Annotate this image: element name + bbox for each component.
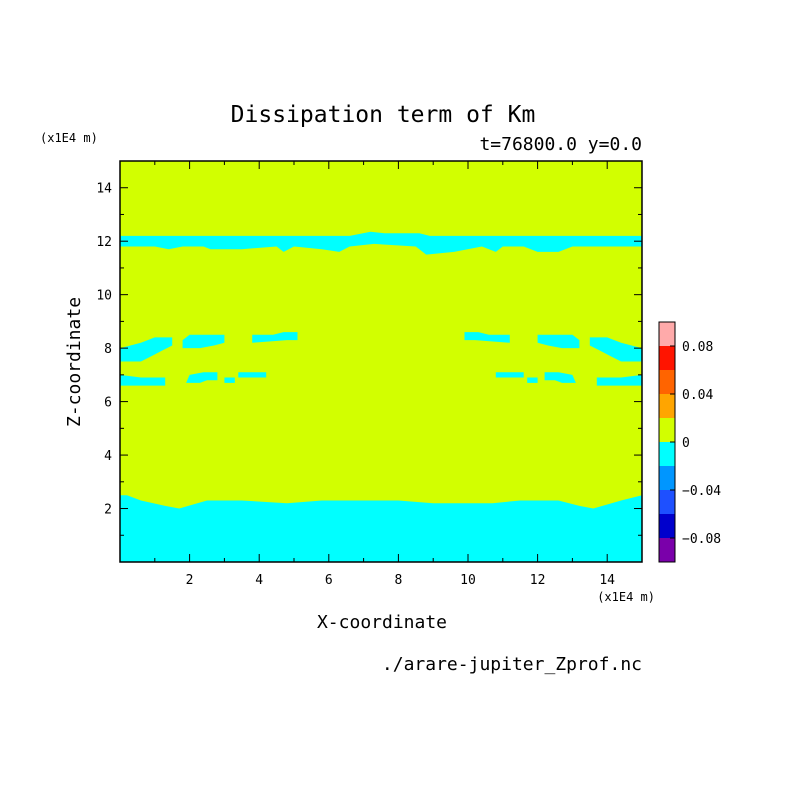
colorbar-swatch bbox=[659, 346, 675, 370]
colorbar-swatch bbox=[659, 514, 675, 538]
y-tick-label: 12 bbox=[96, 235, 112, 250]
colorbar-swatch bbox=[659, 322, 675, 346]
colorbar: 0.08 0.04 0 −0.04 −0.08 bbox=[658, 321, 721, 563]
colorbar-tick-label: 0.08 bbox=[682, 340, 713, 355]
colorbar-swatch bbox=[659, 538, 675, 562]
colorbar-swatch bbox=[659, 370, 675, 394]
y-tick-label: 8 bbox=[104, 342, 112, 357]
negative-region-upper-layer bbox=[120, 231, 642, 255]
colorbar-swatch bbox=[659, 394, 675, 418]
y-axis: 2 4 6 8 10 12 14 bbox=[96, 182, 642, 536]
x-tick-label: 2 bbox=[186, 573, 194, 588]
colorbar-tick-label: −0.08 bbox=[682, 532, 721, 547]
negative-region-left-blob-e bbox=[238, 372, 267, 378]
x-tick-label: 8 bbox=[394, 573, 402, 588]
x-tick-label: 6 bbox=[325, 573, 333, 588]
x-unit-label: (x1E4 m) bbox=[597, 590, 655, 604]
negative-region-left-blob-c bbox=[186, 372, 218, 383]
colorbar-swatch bbox=[659, 418, 675, 442]
plot-frame bbox=[119, 160, 643, 563]
y-tick-label: 6 bbox=[104, 396, 112, 411]
y-unit-label: (x1E4 m) bbox=[40, 131, 98, 145]
y-tick-label: 2 bbox=[104, 503, 112, 518]
plot-area bbox=[119, 160, 643, 563]
x-tick-label: 12 bbox=[530, 573, 546, 588]
negative-region-right-blob-e bbox=[495, 372, 524, 378]
colorbar-tick-label: 0 bbox=[682, 436, 690, 451]
negative-region-right-upper-blob bbox=[589, 337, 642, 362]
colorbar-swatch bbox=[659, 490, 675, 514]
negative-region-left-blob-b bbox=[252, 332, 298, 343]
x-tick-label: 14 bbox=[599, 573, 615, 588]
x-axis-label: X-coordinate bbox=[317, 612, 447, 633]
negative-region-bottom-layer bbox=[120, 495, 642, 562]
colorbar-swatch bbox=[659, 466, 675, 490]
colorbar-tick-label: −0.04 bbox=[682, 484, 721, 499]
x-axis: 2 4 6 8 10 12 14 bbox=[154, 161, 615, 588]
negative-region-right-blob-c bbox=[544, 372, 576, 383]
negative-region-left-blob-d bbox=[224, 377, 235, 383]
negative-region-left-blob-a bbox=[182, 334, 225, 349]
positive-field bbox=[120, 161, 642, 562]
negative-region-right-blob-d bbox=[527, 377, 538, 383]
x-tick-label: 4 bbox=[255, 573, 263, 588]
y-axis-label: Z-coordinate bbox=[64, 297, 85, 427]
y-tick-label: 14 bbox=[96, 182, 112, 197]
colorbar-tick-label: 0.04 bbox=[682, 388, 713, 403]
chart-subtitle: t=76800.0 y=0.0 bbox=[479, 134, 642, 155]
chart-title: Dissipation term of Km bbox=[231, 102, 536, 128]
colorbar-swatch bbox=[659, 442, 675, 466]
x-tick-label: 10 bbox=[460, 573, 476, 588]
negative-region-right-blob-a bbox=[537, 334, 580, 349]
negative-region-left-upper-blob bbox=[120, 337, 173, 362]
y-tick-label: 4 bbox=[104, 449, 112, 464]
y-tick-label: 10 bbox=[96, 289, 112, 304]
negative-region-right-lower-strip bbox=[596, 374, 642, 386]
negative-region-left-lower-strip bbox=[120, 374, 166, 386]
source-file-label: ./arare-jupiter_Zprof.nc bbox=[382, 654, 642, 675]
negative-region-right-blob-b bbox=[464, 332, 510, 343]
